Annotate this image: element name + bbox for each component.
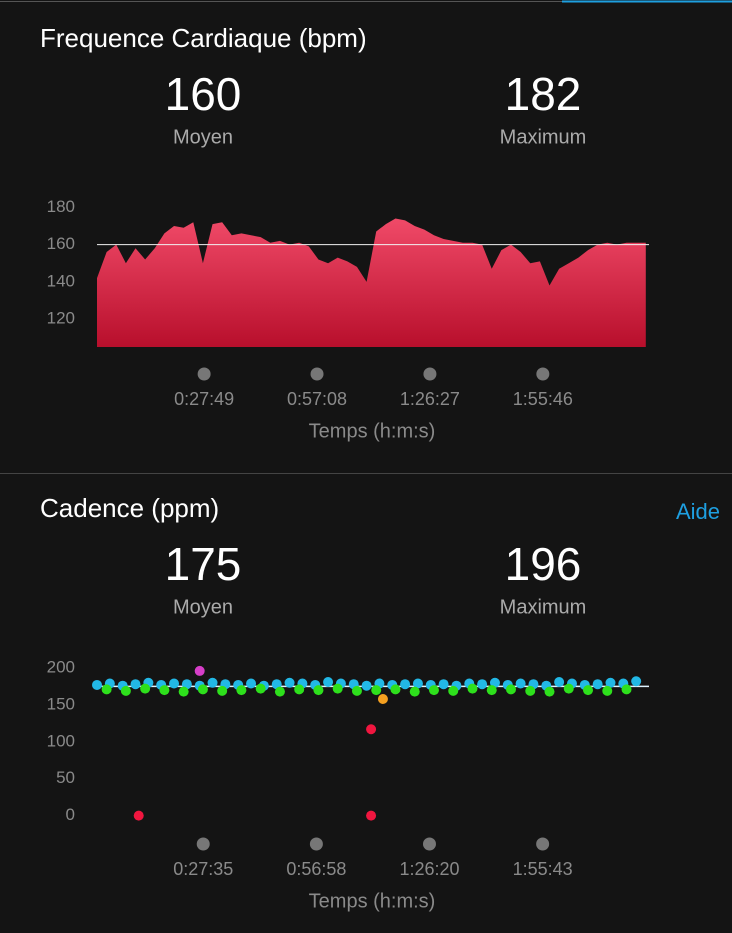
x-tick-dot: [196, 837, 210, 851]
y-tick-label: 0: [66, 805, 75, 824]
y-tick-label: 180: [47, 197, 75, 216]
cadence-point: [428, 685, 439, 696]
cadence-point: [313, 685, 324, 696]
y-tick-label: 100: [47, 731, 75, 750]
y-tick-label: 120: [47, 309, 75, 328]
cadence-point: [467, 683, 478, 694]
cadence-point: [592, 679, 603, 690]
x-axis-title: Temps (h:m:s): [309, 890, 436, 912]
cadence-point: [140, 683, 151, 694]
chart-title: Cadence (ppm): [40, 493, 219, 523]
cadence-point: [563, 683, 574, 694]
cadence-point: [605, 677, 616, 688]
stat-label: Maximum: [500, 126, 587, 148]
x-tick-label: 1:55:46: [513, 389, 573, 409]
cadence-point: [602, 685, 613, 696]
x-tick-label: 1:26:27: [400, 389, 460, 409]
cadence-point: [412, 678, 423, 689]
cadence-point: [366, 724, 377, 735]
x-tick-label: 0:27:35: [173, 859, 233, 879]
cadence-point: [366, 810, 377, 821]
cadence-point: [197, 684, 208, 695]
cadence-point: [246, 678, 257, 689]
x-tick-dot: [536, 367, 550, 381]
y-tick-label: 150: [47, 694, 75, 713]
cadence-point: [371, 685, 382, 696]
stat-value: 160: [165, 68, 242, 120]
x-tick-label: 1:26:20: [399, 859, 459, 879]
cadence-point: [133, 810, 144, 821]
cadence-point: [236, 685, 247, 696]
cadence-point: [583, 685, 594, 696]
cadence-point: [169, 678, 180, 689]
x-axis-title: Temps (h:m:s): [309, 420, 436, 442]
cadence-point: [477, 679, 488, 690]
cadence-point: [178, 686, 189, 697]
cadence-point: [631, 676, 642, 687]
cadence-point: [351, 685, 362, 696]
x-tick-label: 1:55:43: [513, 859, 573, 879]
x-tick-label: 0:56:58: [286, 859, 346, 879]
x-tick-label: 0:27:49: [174, 389, 234, 409]
x-tick-label: 0:57:08: [287, 389, 347, 409]
stat-value: 175: [165, 538, 242, 590]
cadence-point: [332, 683, 343, 694]
cadence-point: [377, 693, 388, 704]
cadence-point: [120, 685, 131, 696]
x-tick-dot: [423, 367, 437, 381]
y-tick-label: 140: [47, 271, 75, 290]
help-link[interactable]: Aide: [676, 499, 720, 524]
stat-value: 182: [505, 68, 582, 120]
cadence-point: [409, 686, 420, 697]
cadence-point: [323, 677, 334, 688]
cadence-point: [101, 684, 112, 695]
cadence-point: [92, 679, 102, 690]
cadence-point: [554, 677, 565, 688]
cadence-point: [207, 677, 218, 688]
cadence-point: [390, 684, 401, 695]
cadence-point: [621, 684, 632, 695]
cadence-point: [274, 686, 285, 697]
cadence-point: [294, 684, 305, 695]
cadence-point: [400, 679, 411, 690]
stat-value: 196: [505, 538, 582, 590]
cadence-point: [448, 685, 459, 696]
cadence-point: [506, 684, 516, 695]
y-tick-label: 200: [47, 657, 75, 676]
cadence-point: [486, 685, 497, 696]
cadence-point: [130, 679, 141, 690]
y-tick-label: 160: [47, 234, 75, 253]
x-tick-dot: [309, 837, 323, 851]
cadence-point: [544, 686, 555, 697]
cadence-point: [284, 677, 295, 688]
chart-title: Frequence Cardiaque (bpm): [40, 23, 367, 53]
cadence-point: [255, 683, 266, 694]
x-tick-dot: [197, 367, 211, 381]
heart-rate-area: [97, 218, 646, 347]
x-tick-dot: [422, 837, 436, 851]
stat-label: Moyen: [173, 596, 233, 618]
cadence-point: [217, 685, 228, 696]
stat-label: Maximum: [500, 596, 587, 618]
cadence-point: [525, 685, 536, 696]
cadence-point: [194, 665, 205, 676]
y-tick-label: 50: [56, 768, 75, 787]
cadence-point: [515, 678, 526, 689]
cadence-point: [361, 680, 372, 691]
stat-label: Moyen: [173, 126, 233, 148]
cadence-point: [438, 679, 449, 690]
x-tick-dot: [536, 837, 550, 851]
cadence-point: [159, 685, 170, 696]
x-tick-dot: [310, 367, 324, 381]
